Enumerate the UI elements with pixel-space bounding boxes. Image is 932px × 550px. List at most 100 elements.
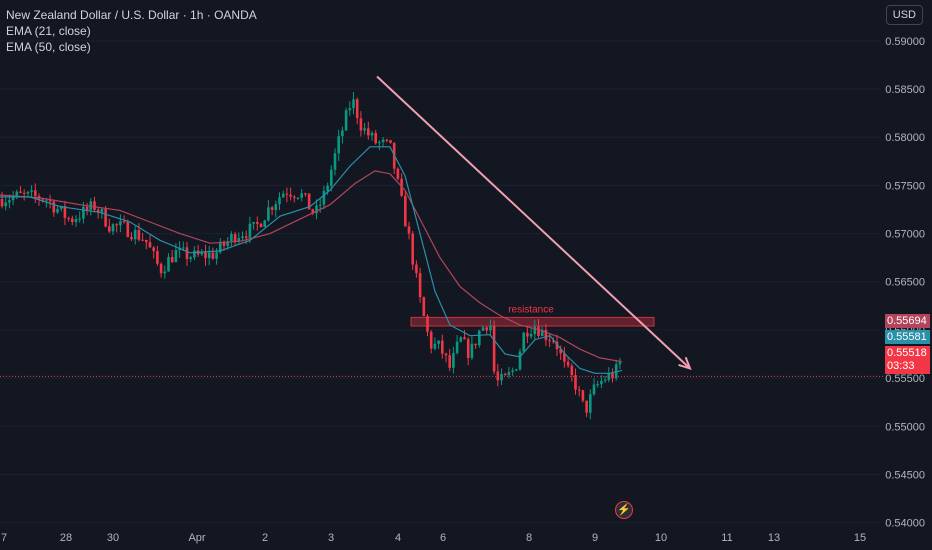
candle-body <box>241 236 244 239</box>
ema50-legend[interactable]: EMA (50, close) <box>6 40 91 54</box>
resistance-zone[interactable]: resistance <box>410 304 655 327</box>
candle-body <box>100 209 104 213</box>
candle-body <box>163 271 167 274</box>
candle-body <box>74 219 78 223</box>
candle-body <box>437 340 440 344</box>
candle-body <box>433 343 437 349</box>
lightning-icon[interactable]: ⚡ <box>615 501 633 519</box>
price-axis[interactable]: 0.59000 0.58500 0.58000 0.57500 0.57000 0.565… <box>885 36 925 530</box>
symbol-title[interactable]: New Zealand Dollar / U.S. Dollar · 1h · … <box>6 8 257 22</box>
candle-body <box>141 239 144 241</box>
candle-body <box>478 330 481 346</box>
x-tick-label: 8 <box>526 532 532 544</box>
trendline <box>376 75 691 370</box>
candle-body <box>496 371 500 381</box>
y-tick-label: 0.57500 <box>885 180 925 192</box>
candle-body <box>256 222 259 224</box>
candle-body <box>552 340 555 342</box>
candle-body <box>311 209 315 214</box>
x-tick-label: 28 <box>60 532 72 544</box>
candle-body <box>315 205 318 214</box>
y-tick-label: 0.54500 <box>885 469 925 481</box>
candle-body <box>267 207 270 221</box>
trendline-layer[interactable] <box>376 75 692 371</box>
candle-body <box>263 220 266 228</box>
candle-body <box>326 185 329 191</box>
ema21-legend[interactable]: EMA (21, close) <box>6 24 91 38</box>
candle-body <box>133 229 137 240</box>
candle-body <box>367 128 370 136</box>
x-tick-label: 3 <box>328 532 334 544</box>
candle-body <box>96 209 100 213</box>
candle-body <box>11 196 15 201</box>
candle-body <box>278 197 281 205</box>
x-tick-label: 9 <box>592 532 598 544</box>
time-axis[interactable]: 7 28 30 Apr 2 3 4 6 8 9 10 11 13 15 <box>1 532 866 544</box>
candle-body <box>563 353 566 362</box>
candle-body <box>485 327 488 331</box>
candle-body <box>322 190 326 205</box>
candle-body <box>122 221 126 223</box>
x-tick-label: Apr <box>188 532 205 544</box>
candle-body <box>285 193 289 195</box>
candle-body <box>93 201 96 210</box>
candle-body <box>219 241 222 253</box>
candle-body <box>82 206 85 219</box>
candle-body <box>589 394 592 413</box>
candle-body <box>411 233 414 265</box>
candle-body <box>426 315 429 332</box>
candle-body <box>252 222 255 224</box>
ema50-line <box>0 170 623 363</box>
candle-body <box>289 194 292 197</box>
candle-body <box>537 326 540 337</box>
candle-body <box>474 343 477 346</box>
candle-body <box>389 139 392 143</box>
candle-body <box>407 226 411 234</box>
candle-body <box>570 365 574 376</box>
candle-body <box>230 234 233 242</box>
chart-legend: New Zealand Dollar / U.S. Dollar · 1h · … <box>6 7 257 55</box>
candle-body <box>237 238 241 242</box>
candle-body <box>56 208 59 213</box>
candle-body <box>607 373 611 380</box>
candle-body <box>337 136 340 154</box>
candle-body <box>185 247 189 260</box>
candle-body <box>41 199 44 201</box>
candle-body <box>455 341 459 353</box>
candle-body <box>429 331 433 349</box>
candle-body <box>115 224 118 226</box>
candle-body <box>448 355 451 368</box>
candle-body <box>330 169 333 186</box>
candle-body <box>270 207 274 210</box>
candle-body <box>518 351 522 370</box>
candle-body <box>404 195 407 227</box>
candle-body <box>359 118 363 131</box>
candle-body <box>304 193 307 195</box>
candle-body <box>182 247 185 249</box>
candle-body <box>526 332 529 337</box>
chart-grid <box>0 40 880 524</box>
price-tag-1: 0.55694 <box>885 314 930 328</box>
candle-body <box>200 252 204 255</box>
resistance-box <box>410 316 655 327</box>
candle-body <box>130 236 133 240</box>
candle-body <box>492 325 496 372</box>
y-tick-label: 0.57000 <box>885 229 925 241</box>
candle-body <box>418 273 422 298</box>
candle-body <box>318 204 322 206</box>
x-tick-label: 15 <box>854 532 866 544</box>
candle-body <box>259 223 263 228</box>
candle-body <box>71 218 74 223</box>
currency-button[interactable]: USD <box>885 5 923 25</box>
candle-body <box>396 168 400 179</box>
candle-body <box>307 193 311 210</box>
y-tick-label: 0.54000 <box>885 518 925 530</box>
candle-body <box>363 128 366 131</box>
candle-body <box>8 200 11 203</box>
x-tick-label: 13 <box>768 532 780 544</box>
candle-body <box>566 361 570 366</box>
candle-body <box>385 139 389 141</box>
ema-layer <box>0 146 623 374</box>
candle-body <box>500 373 503 381</box>
